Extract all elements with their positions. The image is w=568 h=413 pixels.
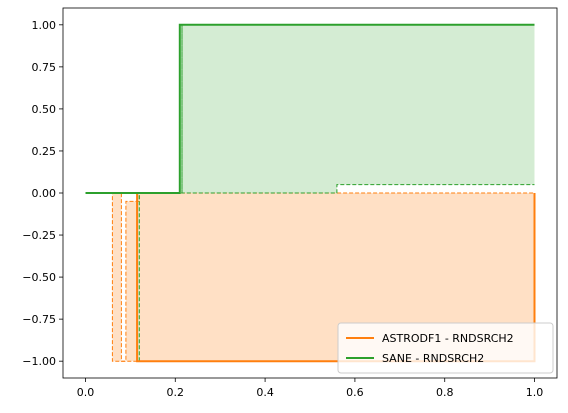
x-tick-label: 1.0 — [526, 386, 544, 399]
y-tick-label: 0.50 — [32, 103, 57, 116]
astrodf1-confidence-fill — [85, 193, 535, 362]
sane-series-line — [85, 23, 535, 194]
y-tick-label: 0.00 — [32, 187, 57, 200]
y-axis-ticks: 1.00 0.75 0.50 0.25 0.00 −0.25 −0.50 −0.75 −1.00 — [22, 19, 63, 368]
y-tick-label: −0.50 — [22, 271, 56, 284]
y-tick-label: 1.00 — [32, 19, 57, 32]
astrodf1-band-upper — [85, 192, 535, 362]
y-tick-label: −0.25 — [22, 229, 56, 242]
y-tick-label: 0.25 — [32, 145, 57, 158]
x-tick-label: 0.0 — [77, 386, 95, 399]
sane-confidence-fill — [85, 24, 535, 362]
legend: ASTRODF1 - RNDSRCH2 SANE - RNDSRCH2 — [337, 322, 554, 374]
y-tick-label: 0.75 — [32, 61, 57, 74]
y-tick-label: −1.00 — [22, 355, 56, 368]
x-tick-label: 0.2 — [167, 386, 185, 399]
legend-label-sane: SANE - RNDSRCH2 — [382, 352, 484, 365]
x-tick-label: 0.6 — [346, 386, 364, 399]
x-tick-label: 0.4 — [256, 386, 274, 399]
series-lines — [85, 23, 536, 363]
legend-box — [337, 322, 554, 374]
confidence-fills — [85, 24, 535, 362]
legend-label-astrodf1: ASTRODF1 - RNDSRCH2 — [382, 332, 514, 345]
y-tick-label: −0.75 — [22, 313, 56, 326]
x-tick-label: 0.8 — [436, 386, 454, 399]
x-axis-ticks: 0.0 0.2 0.4 0.6 0.8 1.0 — [77, 378, 544, 399]
